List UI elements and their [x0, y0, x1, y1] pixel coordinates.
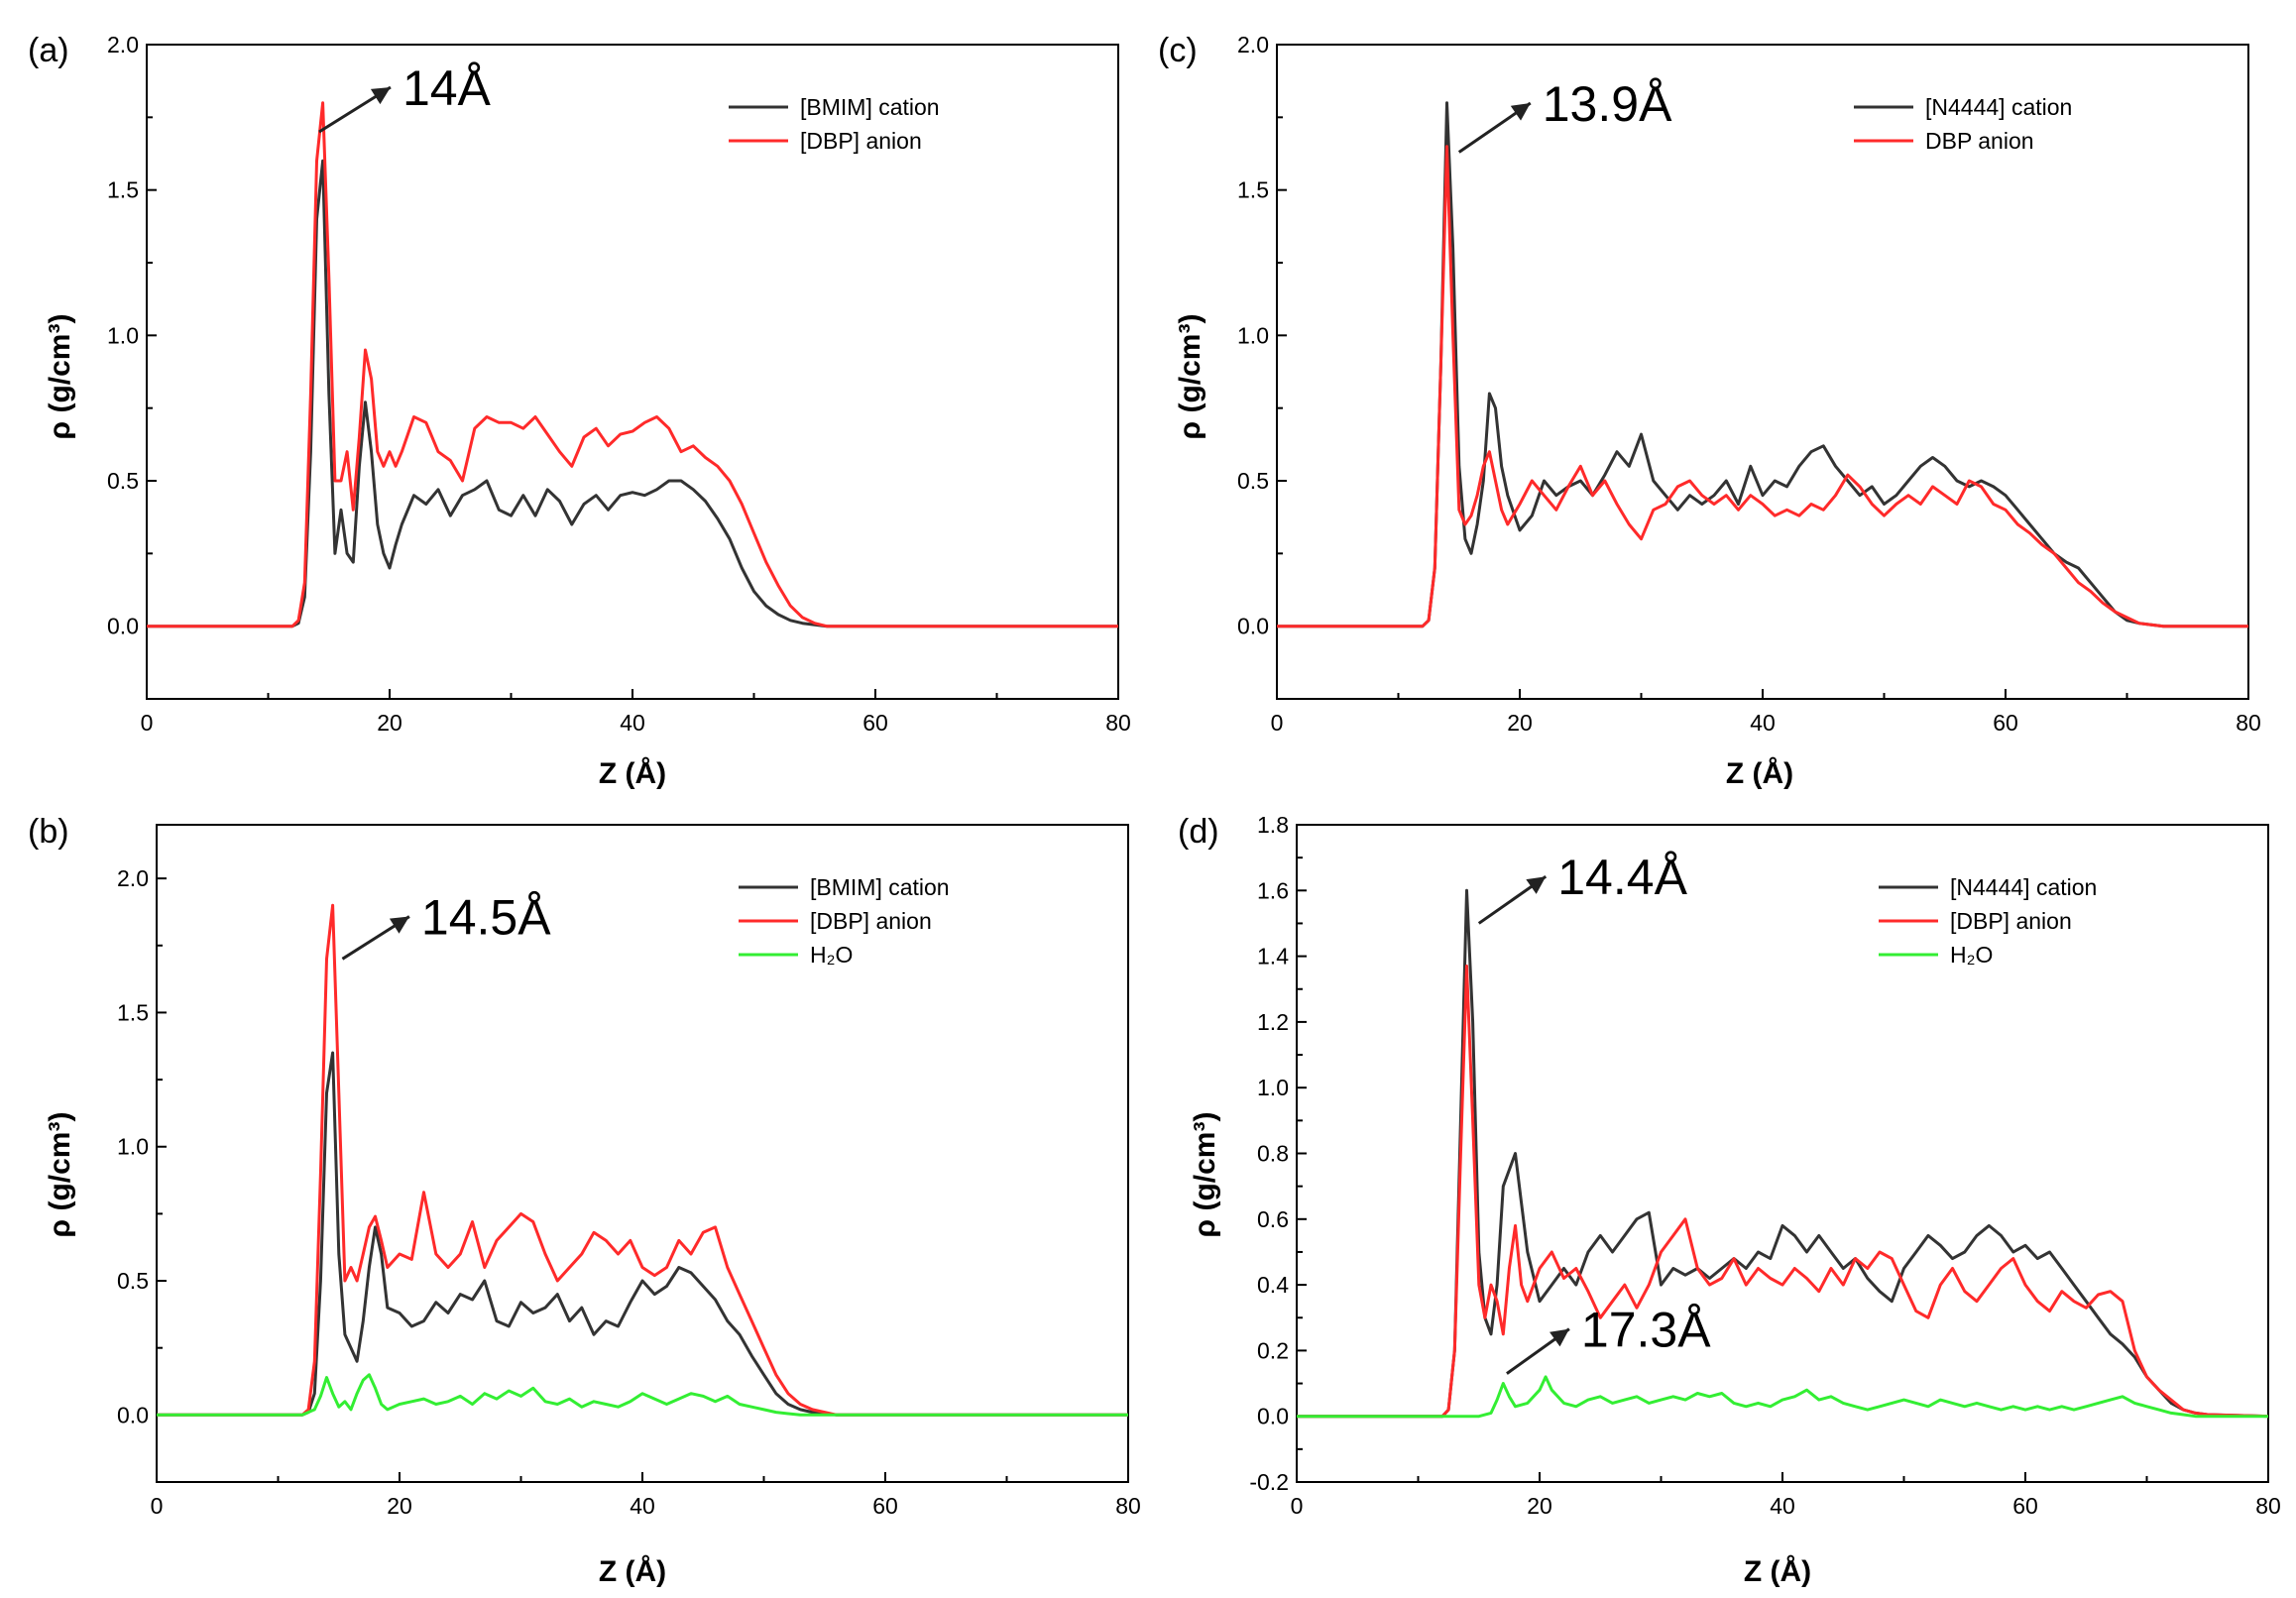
x-axis-label-b: Z (Å)	[599, 1555, 666, 1588]
panel-label-b: (b)	[28, 813, 69, 851]
series-line-b-0	[157, 1051, 1128, 1417]
plot-frame-c	[1276, 44, 2249, 700]
annotation-arrowhead-b-0	[389, 916, 409, 934]
legend-entry-b-0: [BMIM] cation	[810, 874, 950, 900]
legend-entry-a-0: [BMIM] cation	[800, 94, 940, 120]
panel-label-d: (d)	[1178, 813, 1219, 851]
annotation-arrowhead-d-1	[1550, 1328, 1569, 1347]
legend-entry-c-0: [N4444] cation	[1925, 94, 2072, 120]
panel-label-c: (c)	[1158, 32, 1198, 69]
x-axis-label-a: Z (Å)	[599, 757, 666, 790]
annotation-text-b-0: 14.5Å	[421, 890, 551, 946]
y-tick-label-b-4: 2.0	[117, 865, 149, 891]
x-tick-label-a-2: 40	[620, 710, 645, 736]
y-tick-label-a-4: 2.0	[107, 32, 139, 57]
y-axis-label-b: ρ (g/cm³)	[44, 1112, 76, 1238]
y-tick-label-d-10: 1.8	[1257, 812, 1289, 838]
panel-d: (d) ρ (g/cm³) Z (Å) 0 20 40 60 80 -0.2 0.0 0.2 0…	[1178, 812, 2281, 1588]
series-line-a-1	[147, 101, 1118, 628]
y-tick-label-d-4: 0.6	[1257, 1206, 1289, 1232]
series-line-c-1	[1277, 145, 2248, 628]
series-line-d-2	[1297, 1375, 2268, 1419]
x-tick-label-c-3: 60	[1993, 710, 2018, 736]
x-axis-label-c: Z (Å)	[1726, 757, 1793, 790]
y-tick-label-b-0: 0.0	[117, 1402, 149, 1427]
annotation-text-a-0: 14Å	[402, 60, 492, 116]
x-tick-label-b-2: 40	[630, 1493, 655, 1519]
y-tick-label-a-0: 0.0	[107, 614, 139, 639]
plot-frame-d	[1296, 824, 2269, 1483]
y-tick-label-d-9: 1.6	[1257, 877, 1289, 903]
y-tick-label-d-3: 0.4	[1257, 1272, 1289, 1298]
series-line-a-0	[147, 159, 1118, 628]
series-line-b-2	[157, 1373, 1128, 1417]
y-tick-label-d-7: 1.2	[1257, 1009, 1289, 1035]
series-line-d-1	[1297, 965, 2269, 1419]
y-tick-label-c-1: 0.5	[1237, 468, 1269, 494]
x-tick-label-d-1: 20	[1527, 1493, 1552, 1519]
panel-a: (a) ρ (g/cm³) Z (Å) 0 20 40 60 80 0.0 0.5 1.0 1.…	[28, 32, 1131, 790]
x-axis-label-d: Z (Å)	[1744, 1555, 1811, 1588]
y-tick-label-c-2: 1.0	[1237, 322, 1269, 348]
annotation-text-c-0: 13.9Å	[1543, 76, 1672, 132]
y-tick-label-d-2: 0.2	[1257, 1337, 1289, 1363]
x-tick-label-d-4: 80	[2255, 1493, 2281, 1519]
x-tick-label-c-2: 40	[1750, 710, 1776, 736]
x-tick-label-a-3: 60	[862, 710, 888, 736]
panel-b: (b) ρ (g/cm³) Z (Å) 0 20 40 60 80 0.0 0.5 1.0 1.…	[28, 813, 1141, 1588]
x-tick-label-c-0: 0	[1271, 710, 1284, 736]
x-tick-label-b-1: 20	[387, 1493, 412, 1519]
y-tick-label-c-4: 2.0	[1237, 32, 1269, 57]
y-tick-label-c-3: 1.5	[1237, 177, 1269, 203]
plot-frame-b	[156, 824, 1129, 1483]
annotation-arrowhead-d-0	[1526, 876, 1547, 894]
legend-entry-d-1: [DBP] anion	[1950, 908, 2072, 934]
series-line-d-0	[1297, 888, 2269, 1419]
annotation-text-d-1: 17.3Å	[1581, 1303, 1711, 1358]
legend-entry-b-1: [DBP] anion	[810, 908, 932, 934]
series-line-b-1	[157, 903, 1128, 1417]
y-tick-label-c-0: 0.0	[1237, 614, 1269, 639]
x-tick-label-c-4: 80	[2236, 710, 2261, 736]
y-tick-label-b-2: 1.0	[117, 1134, 149, 1160]
y-tick-label-d-1: 0.0	[1257, 1404, 1289, 1429]
y-tick-label-d-6: 1.0	[1257, 1075, 1289, 1100]
x-tick-label-a-4: 80	[1105, 710, 1131, 736]
y-tick-label-a-1: 0.5	[107, 468, 139, 494]
x-tick-label-a-1: 20	[377, 710, 402, 736]
panel-label-a: (a)	[28, 32, 69, 69]
annotation-text-d-0: 14.4Å	[1557, 850, 1687, 905]
legend-entry-c-1: DBP anion	[1925, 128, 2034, 154]
y-tick-label-d-5: 0.8	[1257, 1141, 1289, 1167]
y-tick-label-d-8: 1.4	[1257, 944, 1289, 970]
series-line-c-0	[1277, 101, 2248, 628]
x-tick-label-b-0: 0	[151, 1493, 164, 1519]
y-axis-label-a: ρ (g/cm³)	[44, 314, 76, 440]
y-tick-label-a-3: 1.5	[107, 177, 139, 203]
y-tick-label-a-2: 1.0	[107, 322, 139, 348]
x-tick-label-d-0: 0	[1291, 1493, 1304, 1519]
y-axis-label-c: ρ (g/cm³)	[1174, 314, 1206, 440]
panel-c: (c) ρ (g/cm³) Z (Å) 0 20 40 60 80 0.0 0.5 1.0 1.…	[1158, 32, 2261, 790]
x-tick-label-d-3: 60	[2012, 1493, 2038, 1519]
y-tick-label-d-0: -0.2	[1249, 1469, 1289, 1495]
x-tick-label-c-1: 20	[1507, 710, 1533, 736]
annotation-arrowhead-a-0	[370, 87, 391, 105]
x-tick-label-d-2: 40	[1770, 1493, 1795, 1519]
x-tick-label-b-4: 80	[1115, 1493, 1141, 1519]
plot-frame-a	[146, 44, 1119, 700]
annotation-arrowhead-c-0	[1510, 103, 1531, 121]
y-axis-label-d: ρ (g/cm³)	[1189, 1112, 1221, 1238]
x-tick-label-a-0: 0	[141, 710, 154, 736]
legend-entry-b-2: H₂O	[810, 942, 853, 968]
legend-entry-d-0: [N4444] cation	[1950, 874, 2097, 900]
legend-entry-d-2: H₂O	[1950, 942, 1993, 968]
y-tick-label-b-3: 1.5	[117, 999, 149, 1025]
y-tick-label-b-1: 0.5	[117, 1268, 149, 1294]
x-tick-label-b-3: 60	[872, 1493, 898, 1519]
legend-entry-a-1: [DBP] anion	[800, 128, 922, 154]
